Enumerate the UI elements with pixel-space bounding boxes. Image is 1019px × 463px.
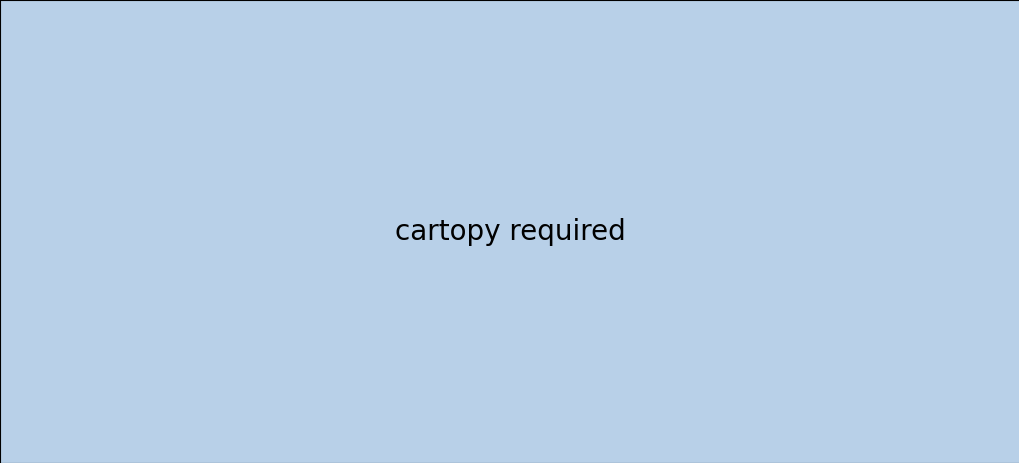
Text: cartopy required: cartopy required [394,218,625,245]
